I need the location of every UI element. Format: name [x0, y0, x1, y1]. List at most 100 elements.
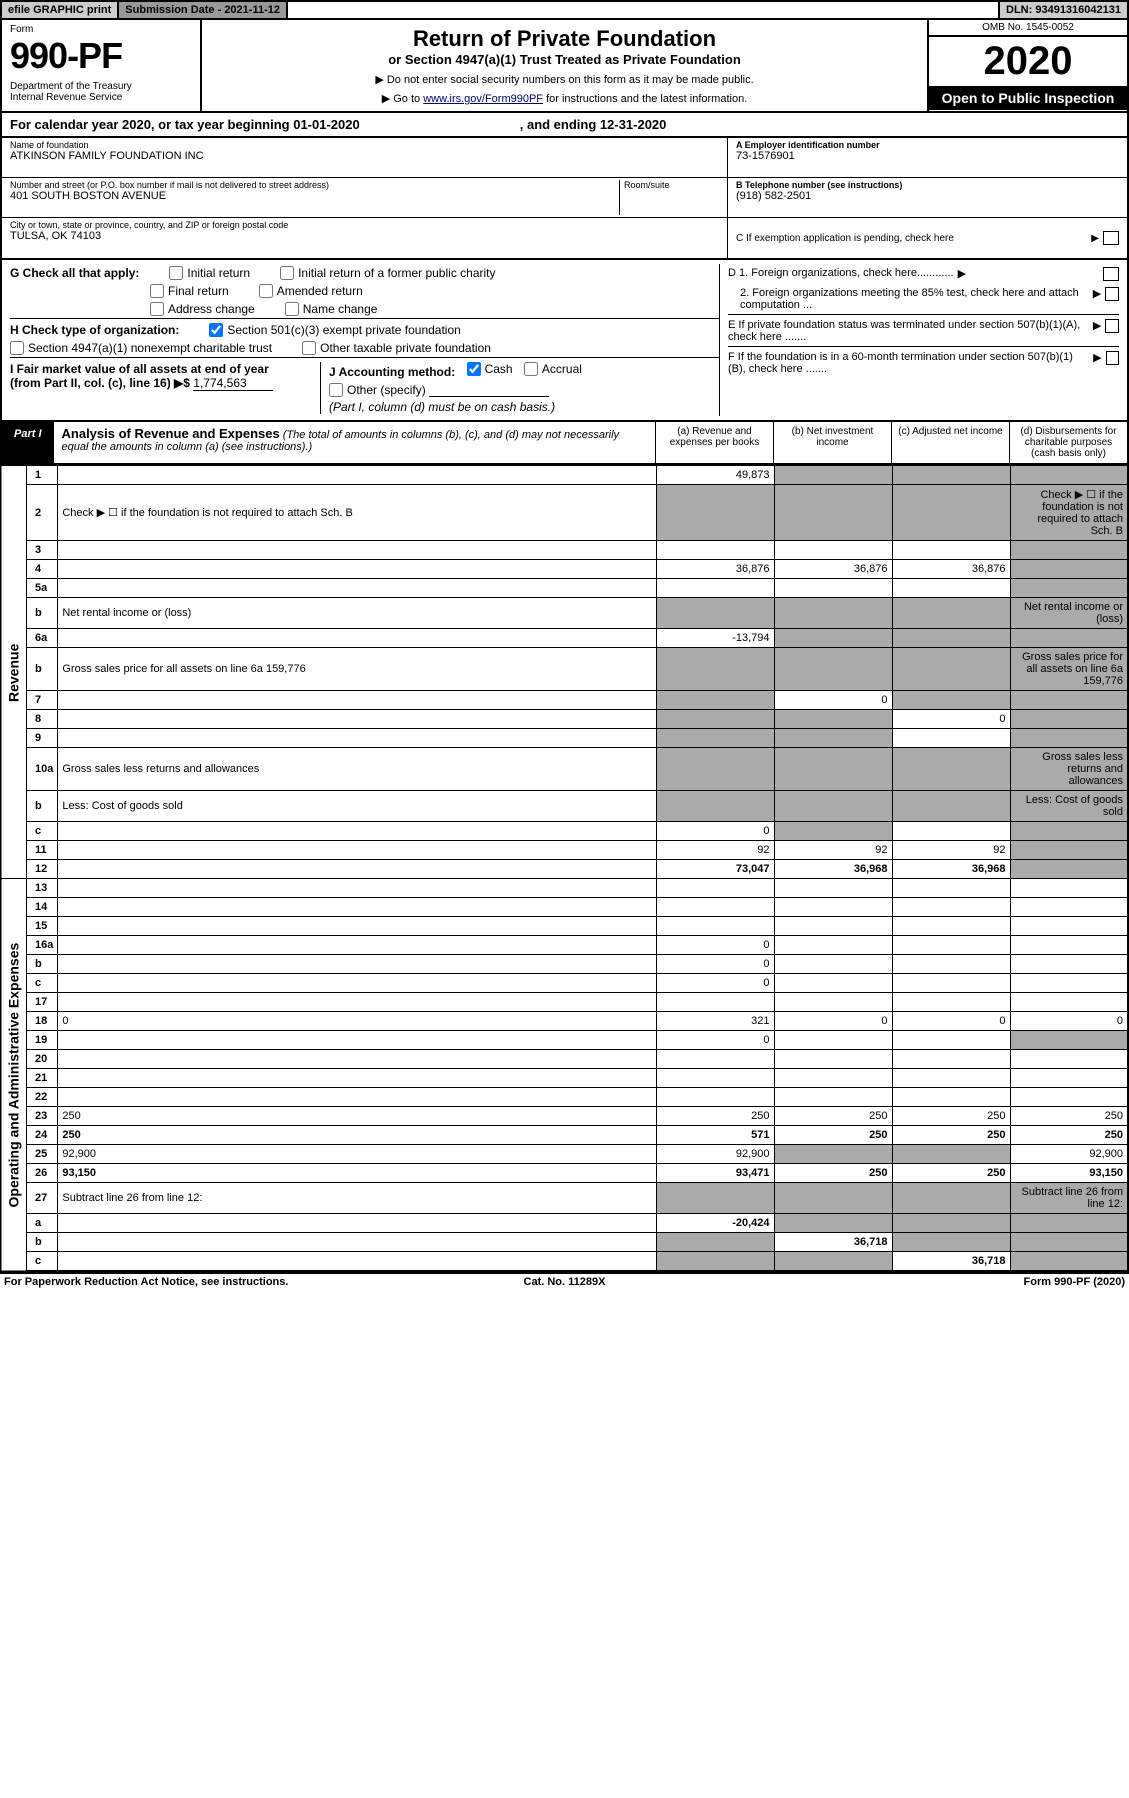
- line-number: 17: [27, 993, 58, 1012]
- j-label: J Accounting method:: [329, 365, 455, 379]
- cell-b: 92: [774, 841, 892, 860]
- table-row: bLess: Cost of goods soldLess: Cost of g…: [1, 791, 1128, 822]
- instruction-1: ▶ Do not enter social security numbers o…: [208, 73, 921, 86]
- e-checkbox[interactable]: [1105, 319, 1119, 333]
- line-number: 6a: [27, 629, 58, 648]
- form-header: Form 990-PF Department of the Treasury I…: [0, 20, 1129, 113]
- g-item-3: Amended return: [277, 284, 363, 298]
- cell-d: [1010, 1233, 1128, 1252]
- cell-a: [656, 648, 774, 691]
- cell-b: [774, 1069, 892, 1088]
- part1-header: Part I Analysis of Revenue and Expenses …: [0, 422, 1129, 465]
- cell-b: [774, 729, 892, 748]
- cell-d: Net rental income or (loss): [1010, 598, 1128, 629]
- cell-a: 571: [656, 1126, 774, 1145]
- cell-d: [1010, 1031, 1128, 1050]
- table-row: 14: [1, 898, 1128, 917]
- id-left: Name of foundation ATKINSON FAMILY FOUND…: [2, 138, 727, 258]
- cell-a: 36,876: [656, 560, 774, 579]
- cell-c: [892, 993, 1010, 1012]
- i-value: 1,774,563: [193, 376, 273, 391]
- line-number: 22: [27, 1088, 58, 1107]
- table-row: 23250250250250250: [1, 1107, 1128, 1126]
- cell-c: 250: [892, 1126, 1010, 1145]
- table-row: Revenue149,873: [1, 466, 1128, 485]
- line-number: b: [27, 648, 58, 691]
- city-state-zip: TULSA, OK 74103: [10, 230, 719, 242]
- cell-b: [774, 1050, 892, 1069]
- cell-a: 92,900: [656, 1145, 774, 1164]
- f-text: F If the foundation is in a 60-month ter…: [728, 351, 1089, 375]
- line-description: [58, 629, 656, 648]
- d2-checkbox[interactable]: [1105, 287, 1119, 301]
- amended-return-cb[interactable]: [259, 284, 273, 298]
- table-row: b Gross sales price for all assets on lin…: [1, 648, 1128, 691]
- irs-link[interactable]: www.irs.gov/Form990PF: [423, 93, 543, 105]
- line-description: [58, 560, 656, 579]
- cell-d: Gross sales price for all assets on line…: [1010, 648, 1128, 691]
- cell-d: [1010, 466, 1128, 485]
- cal-year-text: For calendar year 2020, or tax year begi…: [10, 117, 360, 132]
- cell-d: [1010, 822, 1128, 841]
- final-return-cb[interactable]: [150, 284, 164, 298]
- cell-a: [656, 1233, 774, 1252]
- cell-c: [892, 974, 1010, 993]
- other-specify-cb[interactable]: [329, 383, 343, 397]
- cell-a: -20,424: [656, 1214, 774, 1233]
- cell-d: 250: [1010, 1126, 1128, 1145]
- cell-b: 250: [774, 1107, 892, 1126]
- c-checkbox[interactable]: [1103, 231, 1119, 245]
- footer-mid: Cat. No. 11289X: [378, 1276, 752, 1288]
- name-change-cb[interactable]: [285, 302, 299, 316]
- cell-d: [1010, 955, 1128, 974]
- cell-a: [656, 1069, 774, 1088]
- cell-d: [1010, 841, 1128, 860]
- instr2-post: for instructions and the latest informat…: [543, 93, 747, 105]
- cell-b: [774, 1145, 892, 1164]
- table-row: 24250571250250250: [1, 1126, 1128, 1145]
- line-description: Check ▶ ☐ if the foundation is not requi…: [58, 485, 656, 541]
- f-checkbox[interactable]: [1106, 351, 1119, 365]
- table-row: bNet rental income or (loss)Net rental i…: [1, 598, 1128, 629]
- initial-return-cb[interactable]: [169, 266, 183, 280]
- cell-a: 321: [656, 1012, 774, 1031]
- part1-table: Revenue149,8732Check ▶ ☐ if the foundati…: [0, 465, 1129, 1272]
- initial-former-cb[interactable]: [280, 266, 294, 280]
- 4947-cb[interactable]: [10, 341, 24, 355]
- cell-b: [774, 485, 892, 541]
- form-header-center: Return of Private Foundation or Section …: [202, 20, 927, 111]
- cell-d: Gross sales less returns and allowances: [1010, 748, 1128, 791]
- footer-left: For Paperwork Reduction Act Notice, see …: [4, 1276, 378, 1288]
- check-section: G Check all that apply: Initial return I…: [0, 260, 1129, 422]
- d1-checkbox[interactable]: [1103, 267, 1119, 281]
- line-number: c: [27, 1252, 58, 1272]
- cell-a: 250: [656, 1107, 774, 1126]
- e-text: E If private foundation status was termi…: [728, 319, 1089, 343]
- table-row: 6a-13,794: [1, 629, 1128, 648]
- cash-cb[interactable]: [467, 362, 481, 376]
- cell-d: 93,150: [1010, 1164, 1128, 1183]
- line-number: 20: [27, 1050, 58, 1069]
- accrual-cb[interactable]: [524, 362, 538, 376]
- tax-year: 2020: [929, 37, 1127, 86]
- cell-b: [774, 629, 892, 648]
- 501c3-cb[interactable]: [209, 323, 223, 337]
- part1-cols: (a) Revenue and expenses per books (b) N…: [655, 422, 1127, 463]
- other-taxable-cb[interactable]: [302, 341, 316, 355]
- line-number: 19: [27, 1031, 58, 1050]
- line-number: b: [27, 1233, 58, 1252]
- cell-c: [892, 1214, 1010, 1233]
- table-row: 11929292: [1, 841, 1128, 860]
- form-header-left: Form 990-PF Department of the Treasury I…: [2, 20, 202, 111]
- cell-c: 36,718: [892, 1252, 1010, 1272]
- h-4947: Section 4947(a)(1) nonexempt charitable …: [28, 341, 272, 355]
- cell-c: 0: [892, 1012, 1010, 1031]
- address-change-cb[interactable]: [150, 302, 164, 316]
- line-description: 0: [58, 1012, 656, 1031]
- cell-a: [656, 579, 774, 598]
- cell-a: [656, 1183, 774, 1214]
- col-b-header: (b) Net investment income: [773, 422, 891, 463]
- line-description: [58, 860, 656, 879]
- table-row: Operating and Administrative Expenses13: [1, 879, 1128, 898]
- line-description: [58, 729, 656, 748]
